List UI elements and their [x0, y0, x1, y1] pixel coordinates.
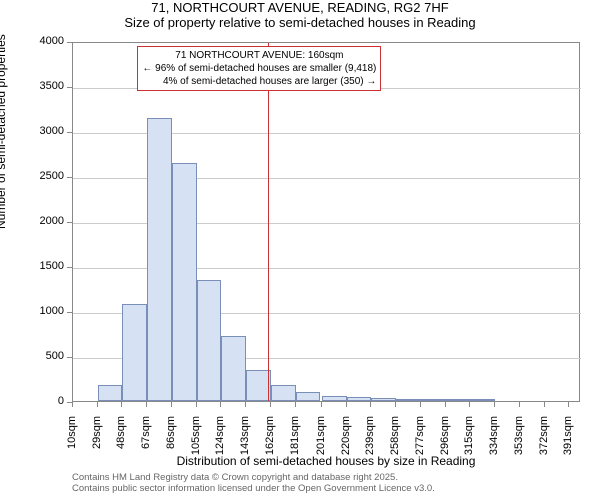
x-tick-label: 143sqm	[239, 416, 251, 466]
y-tick	[67, 132, 72, 133]
histogram-bar	[271, 385, 296, 401]
histogram-bar	[322, 396, 347, 401]
x-tick	[146, 402, 147, 407]
y-tick	[67, 87, 72, 88]
y-tick-label: 3000	[0, 125, 64, 137]
x-tick	[270, 402, 271, 407]
histogram-bar	[122, 304, 147, 401]
footer-line1: Contains HM Land Registry data © Crown c…	[72, 472, 435, 483]
histogram-bar	[396, 399, 421, 401]
x-tick-label: 201sqm	[315, 416, 327, 466]
x-tick-label: 48sqm	[115, 416, 127, 466]
histogram-bar	[347, 397, 372, 401]
x-tick	[519, 402, 520, 407]
x-tick	[568, 402, 569, 407]
x-tick	[395, 402, 396, 407]
x-tick	[171, 402, 172, 407]
x-tick-label: 10sqm	[66, 416, 78, 466]
marker-line	[268, 43, 269, 401]
x-tick-label: 220sqm	[340, 416, 352, 466]
x-tick	[445, 402, 446, 407]
x-tick	[321, 402, 322, 407]
histogram-bar	[421, 399, 446, 401]
chart-title: 71, NORTHCOURT AVENUE, READING, RG2 7HF	[0, 0, 600, 15]
x-tick-label: 67sqm	[140, 416, 152, 466]
annotation-line: ← 96% of semi-detached houses are smalle…	[142, 62, 376, 75]
y-tick-label: 500	[0, 350, 64, 362]
histogram-bar	[296, 392, 321, 401]
y-tick-label: 3500	[0, 80, 64, 92]
histogram-bar	[470, 399, 495, 401]
chart-container: 71, NORTHCOURT AVENUE, READING, RG2 7HF …	[0, 0, 600, 500]
x-tick-label: 124sqm	[214, 416, 226, 466]
plot-area	[72, 42, 580, 402]
x-tick-label: 391sqm	[562, 416, 574, 466]
x-tick-label: 258sqm	[389, 416, 401, 466]
x-tick	[295, 402, 296, 407]
histogram-bar	[197, 280, 222, 402]
x-tick	[494, 402, 495, 407]
x-tick	[72, 402, 73, 407]
y-tick-label: 0	[0, 395, 64, 407]
x-tick	[346, 402, 347, 407]
x-tick-label: 372sqm	[538, 416, 550, 466]
x-tick-label: 29sqm	[91, 416, 103, 466]
annotation-box: 71 NORTHCOURT AVENUE: 160sqm← 96% of sem…	[137, 46, 381, 91]
histogram-bar	[221, 336, 246, 401]
histogram-bar	[246, 370, 271, 402]
histogram-bar	[98, 385, 123, 401]
x-tick	[97, 402, 98, 407]
x-tick-label: 353sqm	[513, 416, 525, 466]
y-tick	[67, 312, 72, 313]
y-tick	[67, 222, 72, 223]
x-tick	[469, 402, 470, 407]
footer-attribution: Contains HM Land Registry data © Crown c…	[72, 472, 435, 495]
x-tick	[220, 402, 221, 407]
x-tick	[370, 402, 371, 407]
histogram-bar	[371, 398, 396, 401]
histogram-bar	[172, 163, 197, 402]
x-tick	[121, 402, 122, 407]
y-tick-label: 4000	[0, 35, 64, 47]
y-tick-label: 2000	[0, 215, 64, 227]
x-tick-label: 334sqm	[488, 416, 500, 466]
x-tick-label: 105sqm	[190, 416, 202, 466]
y-tick-label: 2500	[0, 170, 64, 182]
x-tick-label: 86sqm	[165, 416, 177, 466]
x-tick-label: 181sqm	[289, 416, 301, 466]
y-tick	[67, 267, 72, 268]
x-tick	[245, 402, 246, 407]
annotation-line: 71 NORTHCOURT AVENUE: 160sqm	[142, 49, 376, 62]
chart-subtitle: Size of property relative to semi-detach…	[0, 15, 600, 30]
y-tick	[67, 42, 72, 43]
x-tick-label: 239sqm	[364, 416, 376, 466]
annotation-line: 4% of semi-detached houses are larger (3…	[142, 75, 376, 88]
x-tick	[196, 402, 197, 407]
y-tick-label: 1000	[0, 305, 64, 317]
x-tick	[544, 402, 545, 407]
x-tick-label: 277sqm	[414, 416, 426, 466]
x-tick	[420, 402, 421, 407]
x-tick-label: 296sqm	[439, 416, 451, 466]
histogram-bar	[147, 118, 172, 402]
footer-line2: Contains public sector information licen…	[72, 483, 435, 494]
x-tick-label: 162sqm	[264, 416, 276, 466]
y-tick	[67, 177, 72, 178]
x-tick-label: 315sqm	[463, 416, 475, 466]
y-tick-label: 1500	[0, 260, 64, 272]
histogram-bar	[446, 399, 471, 401]
y-tick	[67, 357, 72, 358]
